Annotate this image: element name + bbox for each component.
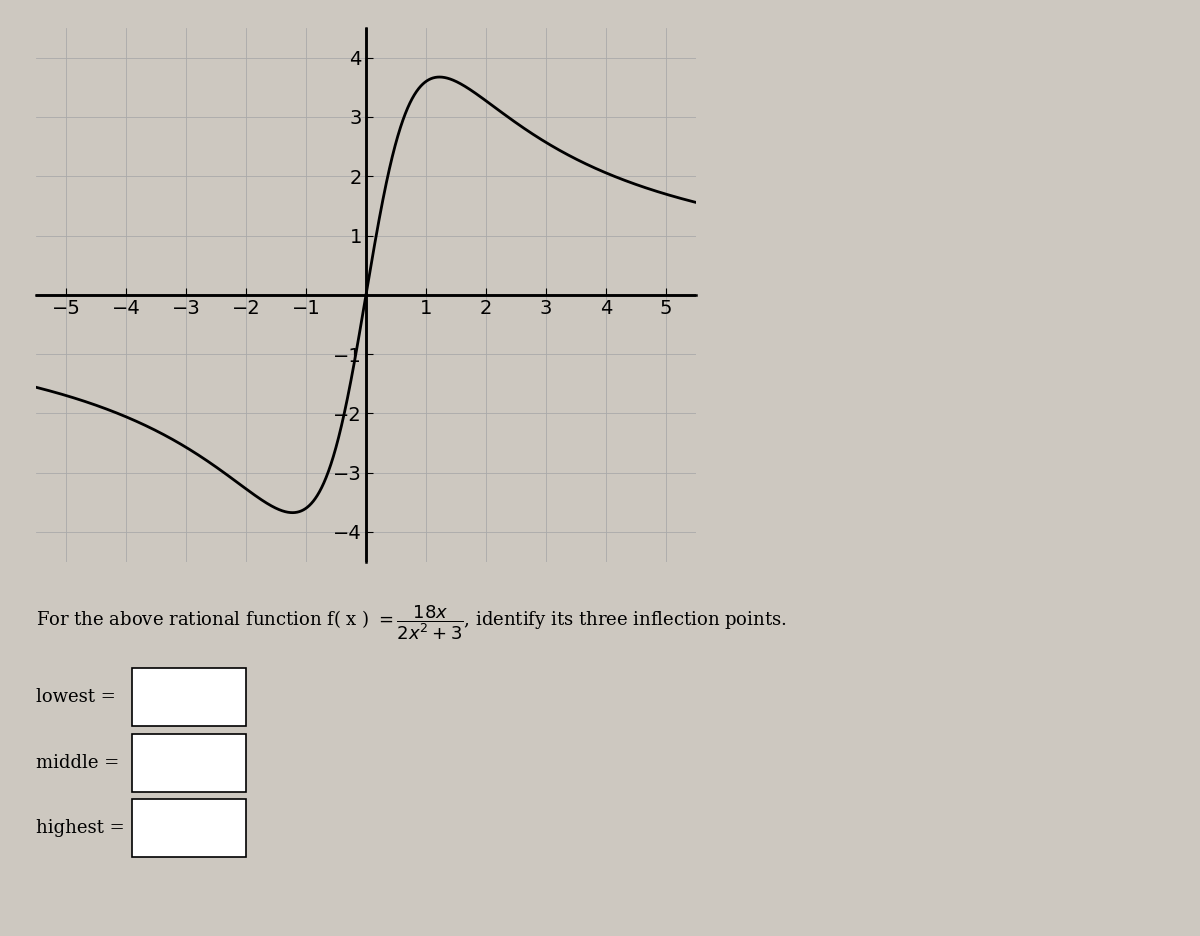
Text: lowest =: lowest =	[36, 688, 115, 707]
Text: highest =: highest =	[36, 819, 125, 838]
Text: middle =: middle =	[36, 753, 119, 772]
Text: For the above rational function f( x ) $= \dfrac{18x}{2x^2+3}$, identify its thr: For the above rational function f( x ) $…	[36, 603, 787, 642]
